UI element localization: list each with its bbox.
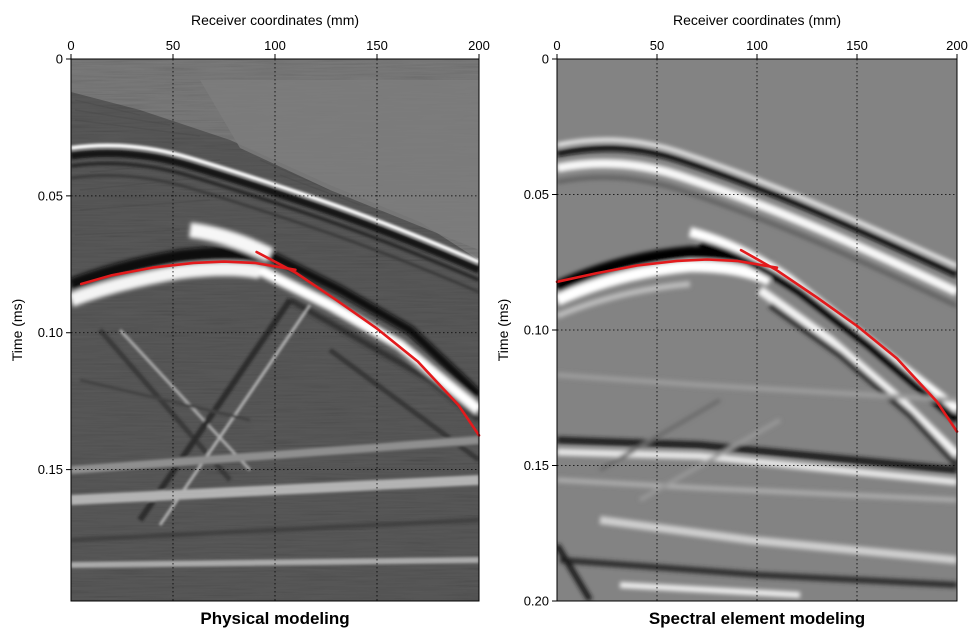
x-tick-label-physical-3: 150 (366, 38, 388, 53)
overlay-curves-physical (79, 250, 481, 437)
overlay-reflection-spectral (555, 258, 779, 284)
ticks-physical: 0 50 100 150 200 0 0.05 0.10 0.15 (38, 38, 490, 477)
x-tick-label-physical-2: 100 (264, 38, 286, 53)
seismic-image-physical (71, 59, 479, 601)
x-tick-label-spectral-1: 50 (650, 38, 664, 53)
x-tick-label-physical-0: 0 (67, 38, 74, 53)
caption-physical: Physical modeling (200, 609, 349, 628)
overlay-reflection-physical (79, 260, 297, 286)
grid-lines-physical (71, 59, 479, 601)
y-tick-label-physical-3: 0.15 (38, 462, 63, 477)
caption-spectral: Spectral element modeling (649, 609, 865, 628)
y-tick-label-physical-1: 0.05 (38, 188, 63, 203)
x-tick-label-physical-4: 200 (468, 38, 490, 53)
x-tick-label-spectral-4: 200 (946, 38, 968, 53)
overlay-diffraction-physical (255, 250, 481, 437)
panel-physical: 0 50 100 150 200 0 0.05 0.10 0.15 Receiver coord… (9, 12, 490, 628)
y-axis-title-spectral: Time (ms) (495, 299, 511, 361)
x-tick-label-spectral-2: 100 (746, 38, 768, 53)
y-tick-label-physical-0: 0 (56, 52, 63, 67)
panel-spectral: 0 50 100 150 200 0 0.05 0.10 0.15 0.20 Receiver c… (495, 12, 968, 628)
y-tick-label-spectral-0: 0 (542, 52, 549, 67)
y-tick-label-spectral-4: 0.20 (524, 594, 549, 609)
x-tick-label-spectral-3: 150 (846, 38, 868, 53)
y-tick-label-spectral-1: 0.05 (524, 187, 549, 202)
overlay-curves-spectral (555, 248, 959, 433)
x-tick-label-spectral-0: 0 (553, 38, 560, 53)
x-tick-label-physical-1: 50 (166, 38, 180, 53)
overlay-diffraction-spectral (739, 248, 959, 433)
y-tick-label-spectral-2: 0.10 (524, 323, 549, 338)
y-axis-title-physical: Time (ms) (9, 299, 25, 361)
x-axis-title-physical: Receiver coordinates (mm) (191, 12, 359, 28)
grid-lines-spectral (557, 59, 957, 601)
y-tick-label-physical-2: 0.10 (38, 325, 63, 340)
x-axis-title-spectral: Receiver coordinates (mm) (673, 12, 841, 28)
y-tick-label-spectral-3: 0.15 (524, 458, 549, 473)
ticks-spectral: 0 50 100 150 200 0 0.05 0.10 0.15 0.20 (524, 38, 968, 609)
